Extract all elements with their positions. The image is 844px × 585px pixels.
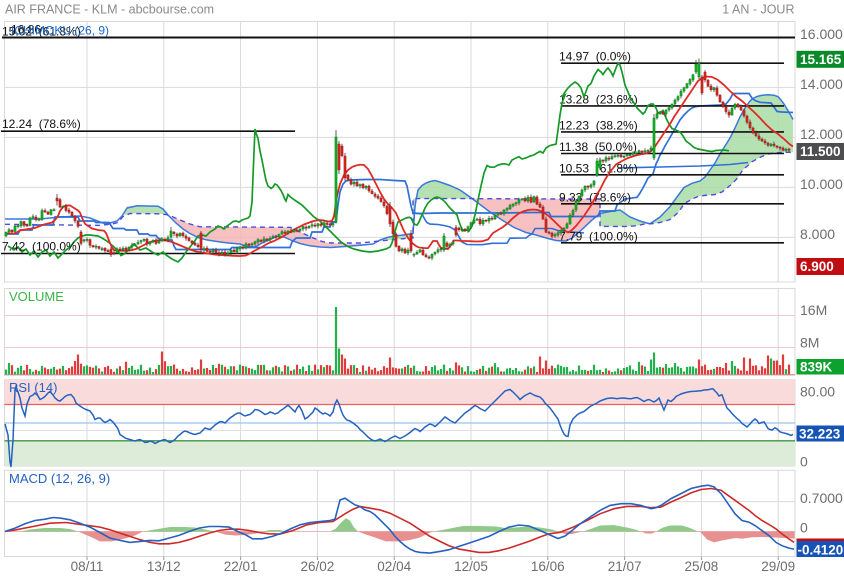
svg-text:08/11: 08/11 <box>71 559 104 574</box>
svg-text:8.000: 8.000 <box>800 226 835 242</box>
svg-text:AIR FRANCE - KLM - abcbourse.c: AIR FRANCE - KLM - abcbourse.com <box>5 3 214 17</box>
svg-text:12.000: 12.000 <box>800 126 843 142</box>
svg-text:80.00: 80.00 <box>800 384 835 400</box>
svg-text:8M: 8M <box>800 335 819 351</box>
svg-text:11.500: 11.500 <box>800 144 841 159</box>
svg-text:22/01: 22/01 <box>224 559 258 574</box>
svg-text:12/05: 12/05 <box>454 559 488 574</box>
svg-text:1 AN - JOUR: 1 AN - JOUR <box>722 3 794 17</box>
svg-text:0: 0 <box>800 520 808 536</box>
svg-text:10.53 (61.8%): 10.53 (61.8%) <box>559 161 638 175</box>
svg-text:839K: 839K <box>800 360 833 375</box>
svg-text:15.165: 15.165 <box>800 52 842 67</box>
svg-text:16.000: 16.000 <box>800 26 843 42</box>
svg-text:32.223: 32.223 <box>799 427 841 442</box>
svg-text:16M: 16M <box>800 302 827 318</box>
svg-text:12.24 (78.6%): 12.24 (78.6%) <box>2 117 81 131</box>
svg-text:21/07: 21/07 <box>608 559 642 574</box>
svg-text:VOLUME: VOLUME <box>9 289 64 304</box>
svg-text:MACD (12, 26, 9): MACD (12, 26, 9) <box>9 471 110 486</box>
svg-text:12.23 (38.2%): 12.23 (38.2%) <box>559 118 638 132</box>
svg-text:14.000: 14.000 <box>800 76 843 92</box>
svg-text:13.28 (23.6%): 13.28 (23.6%) <box>559 92 638 106</box>
svg-text:13/12: 13/12 <box>147 559 181 574</box>
svg-text:0.7000: 0.7000 <box>800 490 843 506</box>
svg-text:6.900: 6.900 <box>800 259 834 274</box>
svg-text:25/08: 25/08 <box>685 559 719 574</box>
svg-text:26/02: 26/02 <box>301 559 335 574</box>
svg-text:11.38 (50.0%): 11.38 (50.0%) <box>559 140 637 154</box>
svg-text:02/04: 02/04 <box>377 559 411 574</box>
svg-text:7.42 (100.0%): 7.42 (100.0%) <box>2 240 81 254</box>
svg-text:-0.4120: -0.4120 <box>798 543 844 558</box>
svg-text:ICHIMOKU (26, 9): ICHIMOKU (26, 9) <box>11 24 109 38</box>
svg-text:10.000: 10.000 <box>800 176 843 192</box>
svg-text:14.97 (0.0%): 14.97 (0.0%) <box>559 50 631 64</box>
svg-text:0: 0 <box>800 454 808 470</box>
svg-text:RSI (14): RSI (14) <box>9 380 57 395</box>
svg-text:29/09: 29/09 <box>761 559 795 574</box>
svg-text:16/06: 16/06 <box>531 559 565 574</box>
